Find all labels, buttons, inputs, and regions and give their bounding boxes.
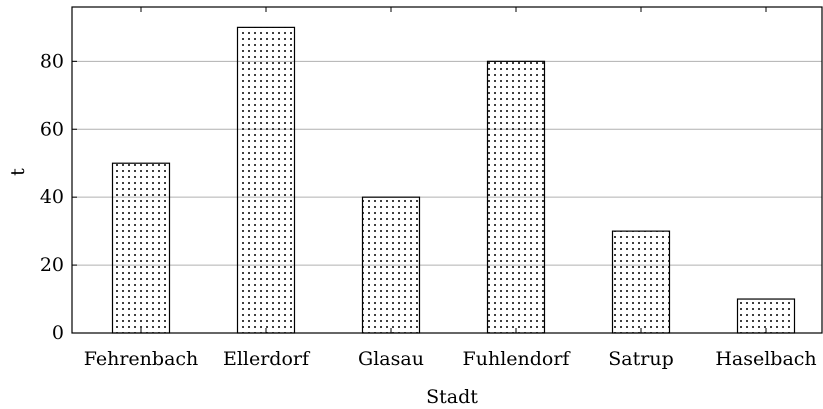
x-axis-title: Stadt — [426, 386, 478, 408]
x-tick-label: Satrup — [608, 348, 673, 370]
grid-lines — [72, 60, 822, 266]
y-tick-label: 60 — [40, 118, 64, 140]
y-axis-title: t — [7, 168, 29, 176]
x-tick-label: Fuhlendorf — [463, 348, 572, 370]
x-tick-label: Fehrenbach — [84, 348, 199, 370]
bar-fehrenbach — [111, 162, 171, 334]
x-tick-label: Ellerdorf — [223, 348, 311, 370]
bars — [111, 26, 796, 334]
x-tick-labels: Fehrenbach Ellerdorf Glasau Fuhlendorf Satru… — [84, 348, 817, 370]
bar-fuhlendorf — [486, 60, 546, 334]
plot-frame — [71, 6, 823, 334]
bar-satrup — [611, 230, 671, 334]
y-tick-label: 0 — [52, 322, 64, 344]
bar-glasau — [361, 196, 421, 334]
x-tick-label: Haselbach — [715, 348, 816, 370]
y-tick-label: 80 — [40, 50, 64, 72]
y-tick-label: 20 — [40, 254, 64, 276]
axes — [71, 6, 823, 334]
bar-haselbach — [736, 298, 796, 334]
y-tick-labels: 0 20 40 60 80 — [40, 50, 64, 344]
x-tick-label: Glasau — [358, 348, 424, 370]
bar-ellerdorf — [236, 26, 296, 334]
y-tick-label: 40 — [40, 186, 64, 208]
